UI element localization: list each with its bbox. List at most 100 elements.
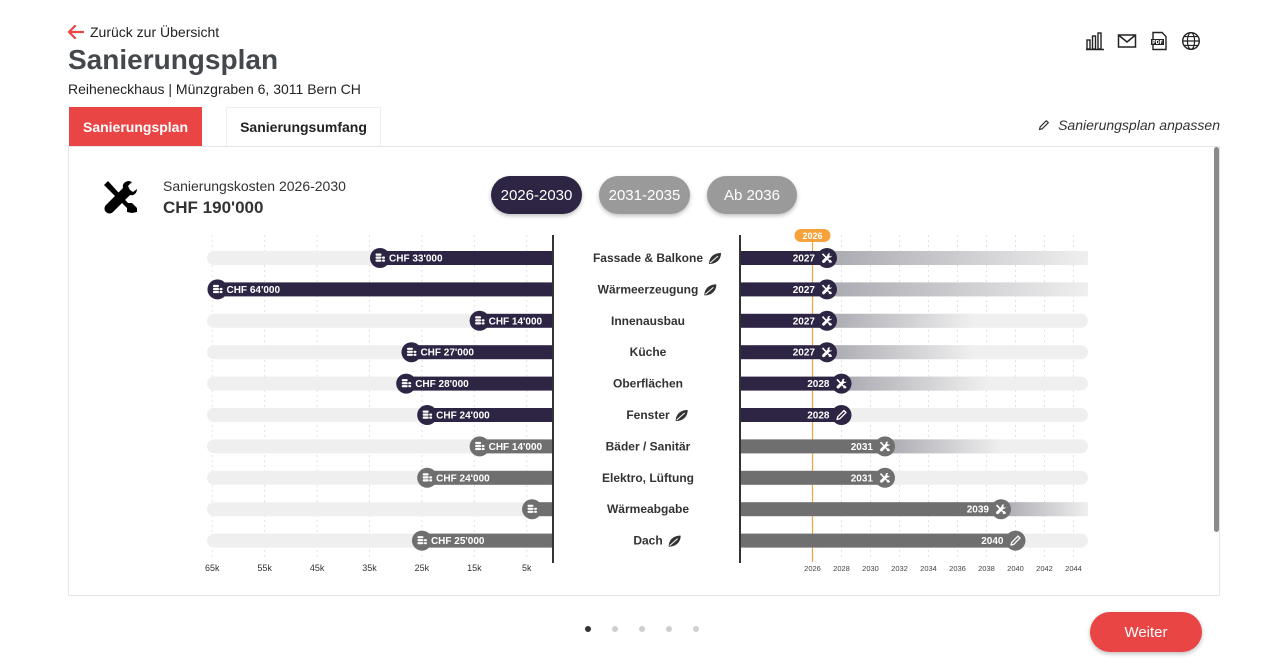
coin-stack-part: [382, 259, 385, 262]
year-tick-label: 2028: [833, 564, 850, 573]
tools-icon: [821, 316, 832, 326]
leaf-vein: [669, 538, 679, 546]
pager-dot[interactable]: [666, 626, 672, 632]
coin-stack-part: [527, 504, 534, 507]
cost-label: Sanierungskosten 2026-2030: [163, 178, 346, 194]
property-address: Reiheneckhaus | Münzgraben 6, 3011 Bern …: [68, 81, 361, 97]
cost-tick-label: 25k: [415, 563, 430, 573]
year-tick-label: 2034: [920, 564, 937, 573]
year-fade: [841, 376, 987, 391]
coin-stack-part: [219, 287, 223, 291]
tab-sanierungsplan[interactable]: Sanierungsplan: [69, 107, 202, 146]
category-label: Elektro, Lüftung: [602, 471, 694, 485]
coin-stack-part: [429, 413, 433, 416]
year-tick-label: 2036: [949, 564, 966, 573]
cost-label: CHF 33'000: [389, 254, 443, 265]
pager-dot[interactable]: [585, 626, 591, 632]
leaf-vein: [709, 255, 719, 264]
year-label: 2027: [793, 348, 816, 359]
back-link[interactable]: Zurück zur Übersicht: [68, 24, 219, 40]
category-label: Innenausbau: [611, 314, 685, 328]
coins-icon: [527, 504, 538, 513]
year-bar: [740, 251, 827, 265]
coin-stack-part: [406, 347, 413, 350]
coin-stack-part: [422, 410, 429, 413]
coin-stack-part: [475, 322, 482, 325]
cost-bar: [427, 470, 553, 485]
cost-label: CHF 64'000: [226, 285, 280, 296]
coin-stack-part: [429, 479, 433, 482]
year-marker: [831, 405, 852, 425]
leaf-icon: [668, 535, 681, 547]
cost-bar: [217, 282, 553, 297]
year-tick-label: 2044: [1065, 564, 1082, 573]
scrollbar[interactable]: [1214, 147, 1219, 532]
adjust-plan-label: Sanierungsplan anpassen: [1058, 117, 1220, 133]
adjust-plan-link[interactable]: Sanierungsplan anpassen: [1038, 117, 1220, 133]
toolbar: PDF: [1084, 30, 1202, 52]
period-button-ab-2036[interactable]: Ab 2036: [707, 176, 797, 214]
year-label: 2027: [793, 316, 816, 327]
globe-icon[interactable]: [1180, 30, 1202, 52]
pencil-glyph-part: [1010, 535, 1021, 546]
year-fade: [827, 345, 972, 360]
bar-chart-icon[interactable]: [1084, 30, 1106, 52]
cost-bar: [406, 376, 553, 391]
cost-bar: [411, 345, 553, 360]
next-button[interactable]: Weiter: [1090, 612, 1202, 652]
coins-icon: [422, 473, 433, 482]
coin-stack-part: [481, 447, 485, 451]
year-tick-label: 2042: [1036, 564, 1053, 573]
svg-text:PDF: PDF: [1152, 40, 1163, 46]
pencil-icon: [836, 409, 847, 421]
cost-tick-label: 65k: [205, 563, 220, 573]
coin-stack-part: [406, 353, 413, 356]
cost-track: [207, 439, 553, 454]
cost-track: [207, 502, 553, 517]
tools-icon: [879, 473, 890, 483]
coin-stack-part: [375, 259, 382, 262]
cost-label: CHF 14'000: [489, 442, 543, 453]
tools-icon: [995, 504, 1006, 515]
pager-dot[interactable]: [612, 626, 618, 632]
year-label: 2028: [807, 411, 830, 422]
year-bar: [740, 470, 885, 485]
cost-label: CHF 24'000: [436, 411, 490, 422]
tools-icon: [821, 284, 832, 295]
cost-bar: [427, 408, 553, 422]
coin-stack-part: [527, 507, 534, 510]
coin-stack-part: [212, 284, 219, 288]
pager-dot[interactable]: [639, 626, 645, 632]
plan-panel: Sanierungskosten 2026-2030 CHF 190'000 2…: [68, 146, 1220, 596]
year-label: 2027: [793, 285, 816, 296]
cost-label: CHF 14'000: [489, 316, 543, 327]
current-year-label: 2026: [802, 231, 822, 241]
tools-icon: [821, 253, 832, 263]
coin-stack-part: [475, 319, 482, 322]
year-fade: [827, 251, 1088, 265]
year-label: 2040: [981, 536, 1004, 547]
leaf-vein: [705, 287, 714, 295]
pdf-icon[interactable]: PDF: [1148, 30, 1170, 52]
period-button-2026-2030[interactable]: 2026-2030: [491, 176, 582, 214]
period-button-2031-2035[interactable]: 2031-2035: [599, 176, 690, 214]
coin-stack-part: [212, 290, 219, 294]
pencil-glyph-part: [836, 409, 847, 421]
year-label: 2039: [967, 505, 990, 516]
cost-tick-label: 15k: [467, 563, 482, 573]
cost-bar: [380, 251, 553, 265]
tab-sanierungsumfang[interactable]: Sanierungsumfang: [226, 107, 381, 146]
coin-stack-part: [417, 536, 424, 539]
tools-glyph-part: [836, 378, 847, 389]
coin-stack-part: [212, 287, 219, 291]
cost-bar: [479, 313, 553, 328]
tools-icon: [821, 347, 832, 358]
mail-icon[interactable]: [1116, 30, 1138, 52]
year-bar: [740, 376, 842, 391]
cost-label: CHF 28'000: [415, 379, 469, 390]
pager-dot[interactable]: [693, 626, 699, 632]
year-fade: [827, 282, 1088, 297]
coins-icon: [406, 347, 417, 356]
tools-icon: [104, 181, 137, 214]
coin-stack-part: [534, 510, 538, 513]
